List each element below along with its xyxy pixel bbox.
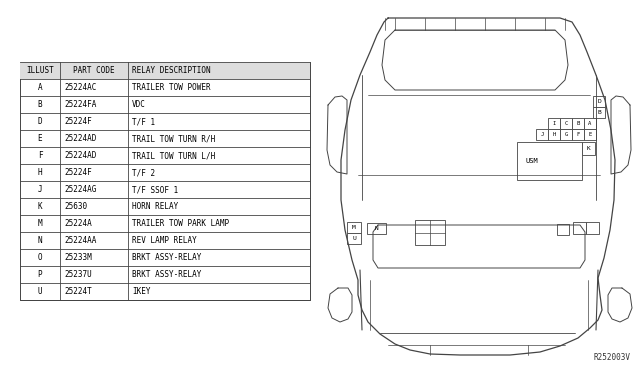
Text: M: M [352,225,356,230]
Text: 25224T: 25224T [64,287,92,296]
Bar [548,129,560,140]
Text: M: M [38,219,42,228]
Text: RELAY DESCRIPTION: RELAY DESCRIPTION [132,66,211,75]
Text: TRAIL TOW TURN R/H: TRAIL TOW TURN R/H [132,134,215,143]
Text: 25237U: 25237U [64,270,92,279]
Bar [536,129,548,140]
Bar [548,118,560,129]
Text: REV LAMP RELAY: REV LAMP RELAY [132,236,196,245]
Text: 25224AG: 25224AG [64,185,97,194]
Text: VDC: VDC [132,100,146,109]
Text: P: P [38,270,42,279]
Bar [367,223,386,234]
Text: T/F 1: T/F 1 [132,117,155,126]
Text: K: K [38,202,42,211]
Bar [593,96,605,107]
Bar [20,62,310,300]
Text: TRAILER TOW PARK LAMP: TRAILER TOW PARK LAMP [132,219,229,228]
Text: J: J [38,185,42,194]
Text: A: A [588,121,591,126]
Text: 25224AD: 25224AD [64,151,97,160]
Text: TRAILER TOW POWER: TRAILER TOW POWER [132,83,211,92]
Text: B: B [577,121,580,126]
Text: D: D [38,117,42,126]
Bar [584,129,596,140]
Text: 25224AD: 25224AD [64,134,97,143]
Text: N: N [374,226,378,231]
Text: 25224F: 25224F [64,117,92,126]
Text: TRAIL TOW TURN L/H: TRAIL TOW TURN L/H [132,151,215,160]
Text: J: J [540,132,543,137]
Bar [20,62,310,79]
Text: T/F SSOF 1: T/F SSOF 1 [132,185,179,194]
Bar [573,222,586,234]
Text: U: U [38,287,42,296]
Bar [582,142,595,155]
Bar [415,220,445,245]
Text: BRKT ASSY-RELAY: BRKT ASSY-RELAY [132,253,202,262]
Bar [347,233,361,244]
Bar [586,222,599,234]
Text: A: A [38,83,42,92]
Text: 25224AA: 25224AA [64,236,97,245]
Text: H: H [552,132,556,137]
Bar [593,107,605,118]
Text: 25233M: 25233M [64,253,92,262]
Text: K: K [587,146,590,151]
Text: U: U [352,236,356,241]
Text: IKEY: IKEY [132,287,150,296]
Text: 25224AC: 25224AC [64,83,97,92]
Text: B: B [597,110,601,115]
Text: C: C [564,121,568,126]
Text: R252003V: R252003V [593,353,630,362]
Bar [584,118,596,129]
Text: T/F 2: T/F 2 [132,168,155,177]
Text: 25224FA: 25224FA [64,100,97,109]
Bar [572,129,584,140]
Text: 25224F: 25224F [64,168,92,177]
Text: E: E [38,134,42,143]
Bar [517,142,582,180]
Text: D: D [597,99,601,104]
Bar [557,224,569,235]
Text: O: O [38,253,42,262]
Text: B: B [38,100,42,109]
Bar [560,118,572,129]
Text: 25630: 25630 [64,202,87,211]
Text: E: E [588,132,591,137]
Text: 25224A: 25224A [64,219,92,228]
Text: ILLUST: ILLUST [26,66,54,75]
Text: F: F [577,132,580,137]
Text: G: G [564,132,568,137]
Text: I: I [552,121,556,126]
Text: USM: USM [525,158,538,164]
Text: HORN RELAY: HORN RELAY [132,202,179,211]
Text: PART CODE: PART CODE [73,66,115,75]
Text: H: H [38,168,42,177]
Text: N: N [38,236,42,245]
Bar [572,118,584,129]
Text: BRKT ASSY-RELAY: BRKT ASSY-RELAY [132,270,202,279]
Bar [347,222,361,233]
Bar [560,129,572,140]
Text: F: F [38,151,42,160]
